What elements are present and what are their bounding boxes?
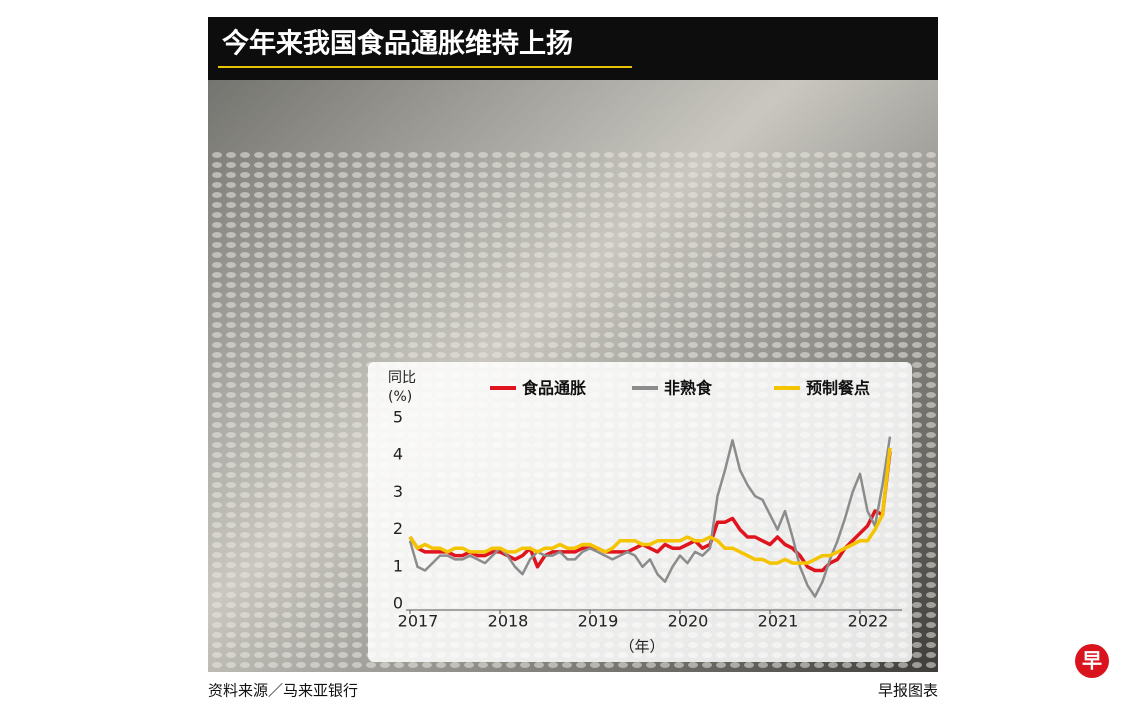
x-tick-label: 2022 xyxy=(848,612,889,631)
y-tick-label: 1 xyxy=(393,556,403,575)
title: 今年来我国食品通胀维持上扬 xyxy=(222,28,573,60)
x-axis-label: （年） xyxy=(619,638,664,656)
x-tick-label: 2017 xyxy=(398,612,439,631)
y-tick-label: 5 xyxy=(393,408,403,427)
series-line xyxy=(408,451,892,573)
y-axis-label: 同比 xyxy=(388,370,416,386)
x-tick-label: 2018 xyxy=(488,612,529,631)
legend-label: 非熟食 xyxy=(664,379,713,398)
series-line xyxy=(408,436,892,598)
x-tick-label: 2021 xyxy=(758,612,799,631)
legend-label: 食品通胀 xyxy=(521,379,586,398)
logo: 早 xyxy=(1082,649,1102,673)
y-tick-label: 2 xyxy=(393,519,403,538)
x-tick-label: 2019 xyxy=(578,612,619,631)
plot: 同比 (%) （年） 0 1 2 3 4 5 2017 2018 2019 2020 2021 2022 食品… xyxy=(388,370,902,656)
y-tick-label: 3 xyxy=(393,482,403,501)
series-line xyxy=(408,447,892,565)
title-bar xyxy=(208,17,938,80)
y-tick-label: 0 xyxy=(393,594,403,613)
y-axis-unit: (%) xyxy=(388,389,412,405)
logo-circle xyxy=(1075,644,1109,678)
credit: 早报图表 xyxy=(878,682,938,700)
x-tick-label: 2020 xyxy=(668,612,709,631)
chart-panel xyxy=(368,362,912,662)
legend-label: 预制餐点 xyxy=(806,379,870,398)
source: 资料来源／马来亚银行 xyxy=(208,682,358,700)
y-tick-label: 4 xyxy=(393,445,403,464)
